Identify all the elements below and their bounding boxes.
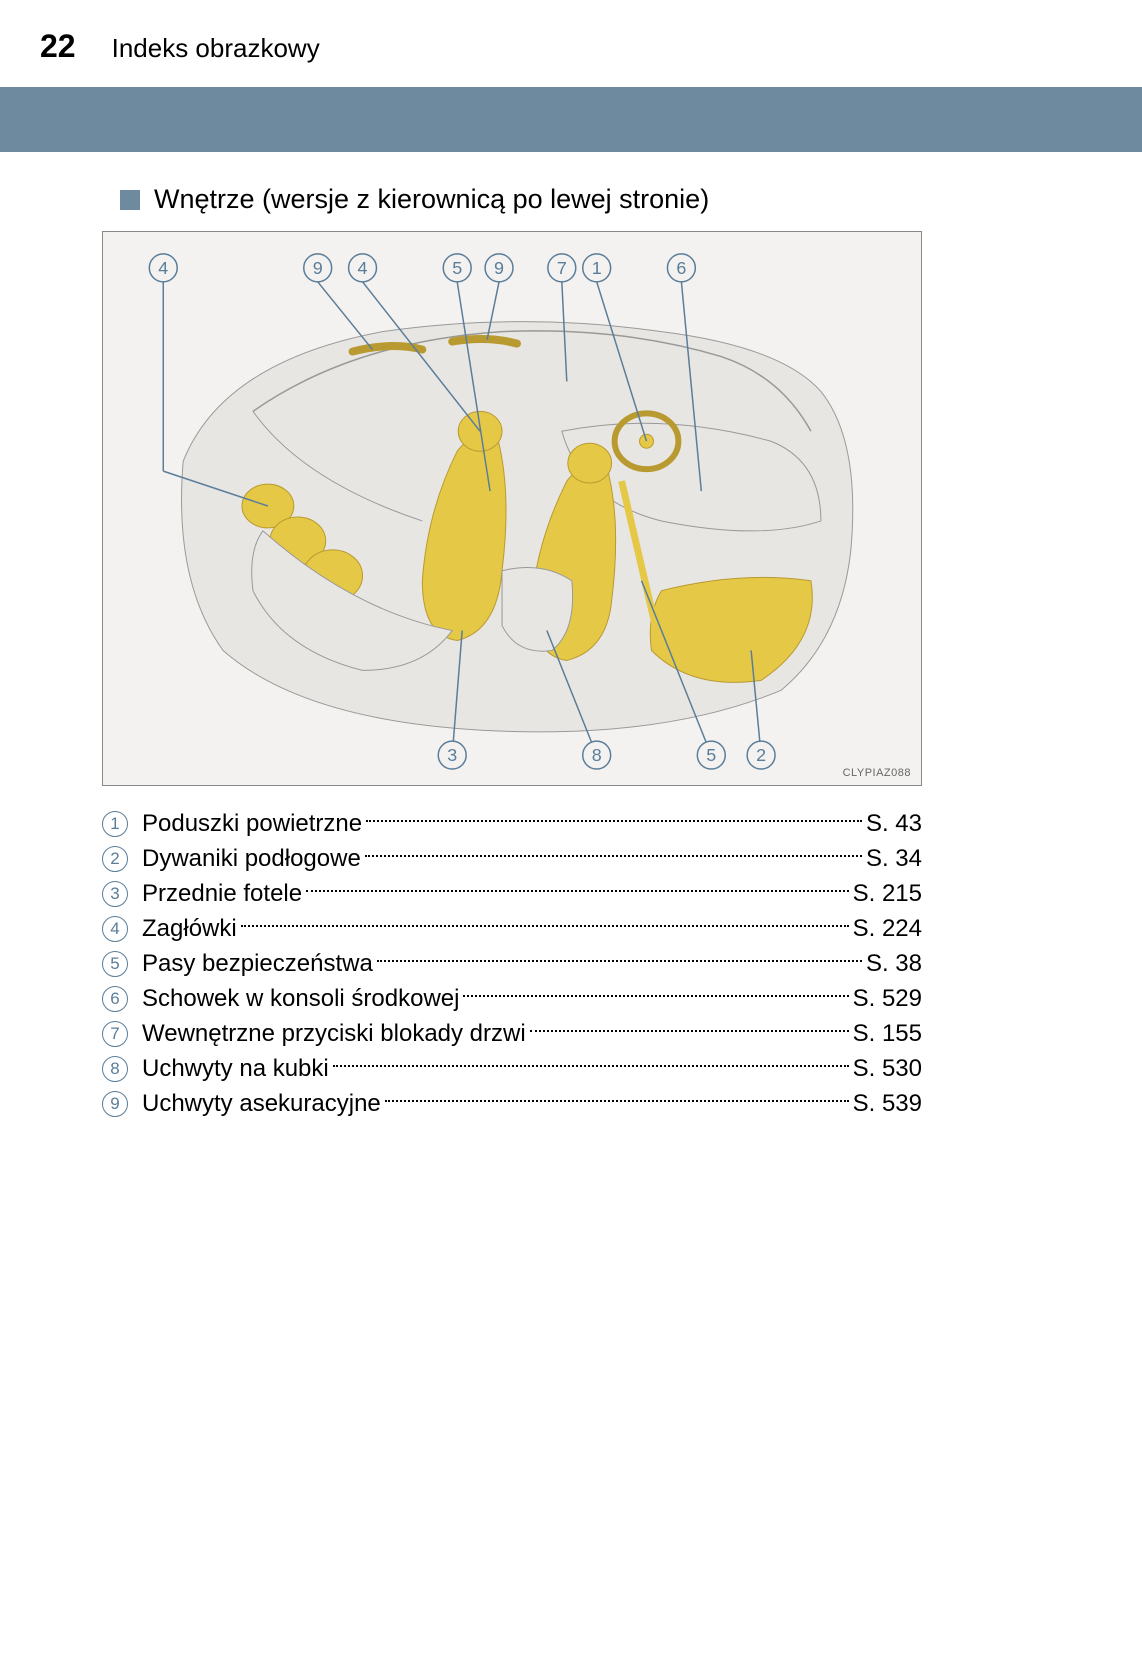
row-page: S. 224 [853, 915, 922, 943]
row-number-icon: 2 [102, 846, 128, 872]
row-dots [333, 1065, 849, 1067]
row-page: S. 34 [866, 845, 922, 873]
row-label: Uchwyty asekuracyjne [142, 1090, 381, 1118]
row-number-icon: 7 [102, 1021, 128, 1047]
svg-text:1: 1 [592, 258, 602, 278]
svg-text:5: 5 [706, 745, 716, 765]
row-page: S. 155 [853, 1020, 922, 1048]
svg-text:3: 3 [447, 745, 457, 765]
index-list: 1 Poduszki powietrzne S. 43 2 Dywaniki p… [102, 810, 922, 1118]
index-row: 3 Przednie fotele S. 215 [102, 880, 922, 908]
row-page: S. 43 [866, 810, 922, 838]
steering-hub [640, 434, 654, 448]
diagram-svg: 4 9 4 5 9 7 1 6 3 8 5 2 [103, 232, 921, 785]
svg-text:5: 5 [452, 258, 462, 278]
index-row: 1 Poduszki powietrzne S. 43 [102, 810, 922, 838]
index-row: 8 Uchwyty na kubki S. 530 [102, 1055, 922, 1083]
bottom-callouts: 3 8 5 2 [438, 741, 775, 769]
row-page: S. 215 [853, 880, 922, 908]
row-dots [463, 995, 848, 997]
square-bullet-icon [120, 190, 140, 210]
svg-text:9: 9 [313, 258, 323, 278]
header-title: Indeks obrazkowy [112, 33, 320, 64]
row-dots [241, 925, 849, 927]
index-row: 2 Dywaniki podłogowe S. 34 [102, 845, 922, 873]
row-label: Dywaniki podłogowe [142, 845, 361, 873]
row-dots [365, 855, 862, 857]
row-dots [377, 960, 862, 962]
section-header: Wnętrze (wersje z kierownicą po lewej st… [120, 184, 1046, 215]
svg-text:8: 8 [592, 745, 602, 765]
row-number-icon: 8 [102, 1056, 128, 1082]
svg-text:4: 4 [158, 258, 168, 278]
svg-text:7: 7 [557, 258, 567, 278]
row-dots [306, 890, 849, 892]
grab-handle-2 [452, 339, 517, 344]
row-label: Poduszki powietrzne [142, 810, 362, 838]
top-callouts: 4 9 4 5 9 7 1 6 [149, 254, 695, 282]
image-code: CLYPIAZ088 [843, 767, 911, 779]
row-page: S. 539 [853, 1090, 922, 1118]
row-number-icon: 3 [102, 881, 128, 907]
row-page: S. 529 [853, 985, 922, 1013]
row-page: S. 38 [866, 950, 922, 978]
row-label: Schowek w konsoli środkowej [142, 985, 459, 1013]
center-console [502, 567, 573, 651]
row-label: Zagłówki [142, 915, 237, 943]
index-row: 7 Wewnętrzne przyciski blokady drzwi S. … [102, 1020, 922, 1048]
svg-text:4: 4 [358, 258, 368, 278]
row-number-icon: 6 [102, 986, 128, 1012]
row-number-icon: 4 [102, 916, 128, 942]
header-bar [0, 87, 1142, 152]
svg-text:2: 2 [756, 745, 766, 765]
row-dots [530, 1030, 849, 1032]
svg-text:9: 9 [494, 258, 504, 278]
interior-diagram: 4 9 4 5 9 7 1 6 3 8 5 2 CLYPIAZ088 [102, 231, 922, 786]
page-number: 22 [40, 28, 76, 65]
section-title: Wnętrze (wersje z kierownicą po lewej st… [154, 184, 709, 215]
callout-line [318, 282, 373, 350]
page-header: 22 Indeks obrazkowy [0, 0, 1142, 65]
row-dots [385, 1100, 849, 1102]
index-row: 4 Zagłówki S. 224 [102, 915, 922, 943]
row-dots [366, 820, 862, 822]
row-label: Uchwyty na kubki [142, 1055, 329, 1083]
row-label: Wewnętrzne przyciski blokady drzwi [142, 1020, 526, 1048]
row-number-icon: 5 [102, 951, 128, 977]
index-row: 9 Uchwyty asekuracyjne S. 539 [102, 1090, 922, 1118]
row-label: Przednie fotele [142, 880, 302, 908]
index-row: 6 Schowek w konsoli środkowej S. 529 [102, 985, 922, 1013]
row-page: S. 530 [853, 1055, 922, 1083]
row-label: Pasy bezpieczeństwa [142, 950, 373, 978]
index-row: 5 Pasy bezpieczeństwa S. 38 [102, 950, 922, 978]
svg-text:6: 6 [676, 258, 686, 278]
content-area: Wnętrze (wersje z kierownicą po lewej st… [0, 152, 1142, 1118]
row-number-icon: 1 [102, 811, 128, 837]
headrest-front-right [568, 443, 612, 483]
row-number-icon: 9 [102, 1091, 128, 1117]
